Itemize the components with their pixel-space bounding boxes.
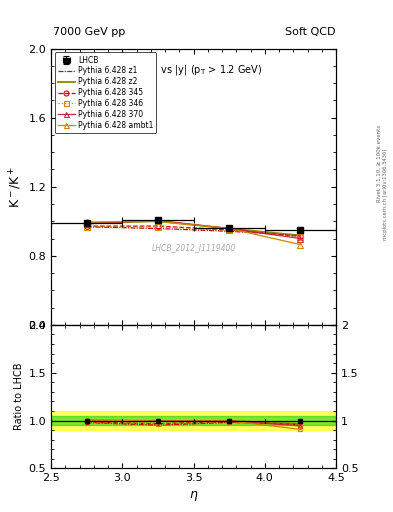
Bar: [51, 411, 336, 430]
X-axis label: $\eta$: $\eta$: [189, 489, 198, 503]
Text: Soft QCD: Soft QCD: [285, 27, 335, 37]
Pythia 6.428 z2: [227, 225, 231, 231]
Text: Rivet 3.1.10, ≥ 100k events: Rivet 3.1.10, ≥ 100k events: [377, 125, 382, 202]
Pythia 6.428 z1: [84, 224, 89, 230]
Y-axis label: K$^-$/K$^+$: K$^-$/K$^+$: [8, 166, 24, 208]
Pythia 6.428 z2: [84, 220, 89, 226]
Pythia 6.428 z1: [156, 225, 160, 231]
Pythia 6.428 z1: [298, 232, 303, 239]
Legend: LHCB, Pythia 6.428 z1, Pythia 6.428 z2, Pythia 6.428 345, Pythia 6.428 346, Pyth: LHCB, Pythia 6.428 z1, Pythia 6.428 z2, …: [55, 52, 156, 133]
Pythia 6.428 z2: [156, 218, 160, 224]
Text: LHCB_2012_I1119400: LHCB_2012_I1119400: [151, 243, 236, 252]
Y-axis label: Ratio to LHCB: Ratio to LHCB: [14, 363, 24, 431]
Text: 7000 GeV pp: 7000 GeV pp: [53, 27, 125, 37]
Text: K$^-$/K$^+$ vs |y| (p$_\mathrm{T}$ > 1.2 GeV): K$^-$/K$^+$ vs |y| (p$_\mathrm{T}$ > 1.2…: [125, 62, 263, 77]
Bar: [51, 416, 336, 425]
Line: Pythia 6.428 z1: Pythia 6.428 z1: [87, 227, 300, 236]
Line: Pythia 6.428 z2: Pythia 6.428 z2: [87, 221, 300, 236]
Pythia 6.428 z2: [298, 232, 303, 239]
Text: mcplots.cern.ch [arXiv:1306.3436]: mcplots.cern.ch [arXiv:1306.3436]: [383, 149, 387, 240]
Pythia 6.428 z1: [227, 228, 231, 234]
